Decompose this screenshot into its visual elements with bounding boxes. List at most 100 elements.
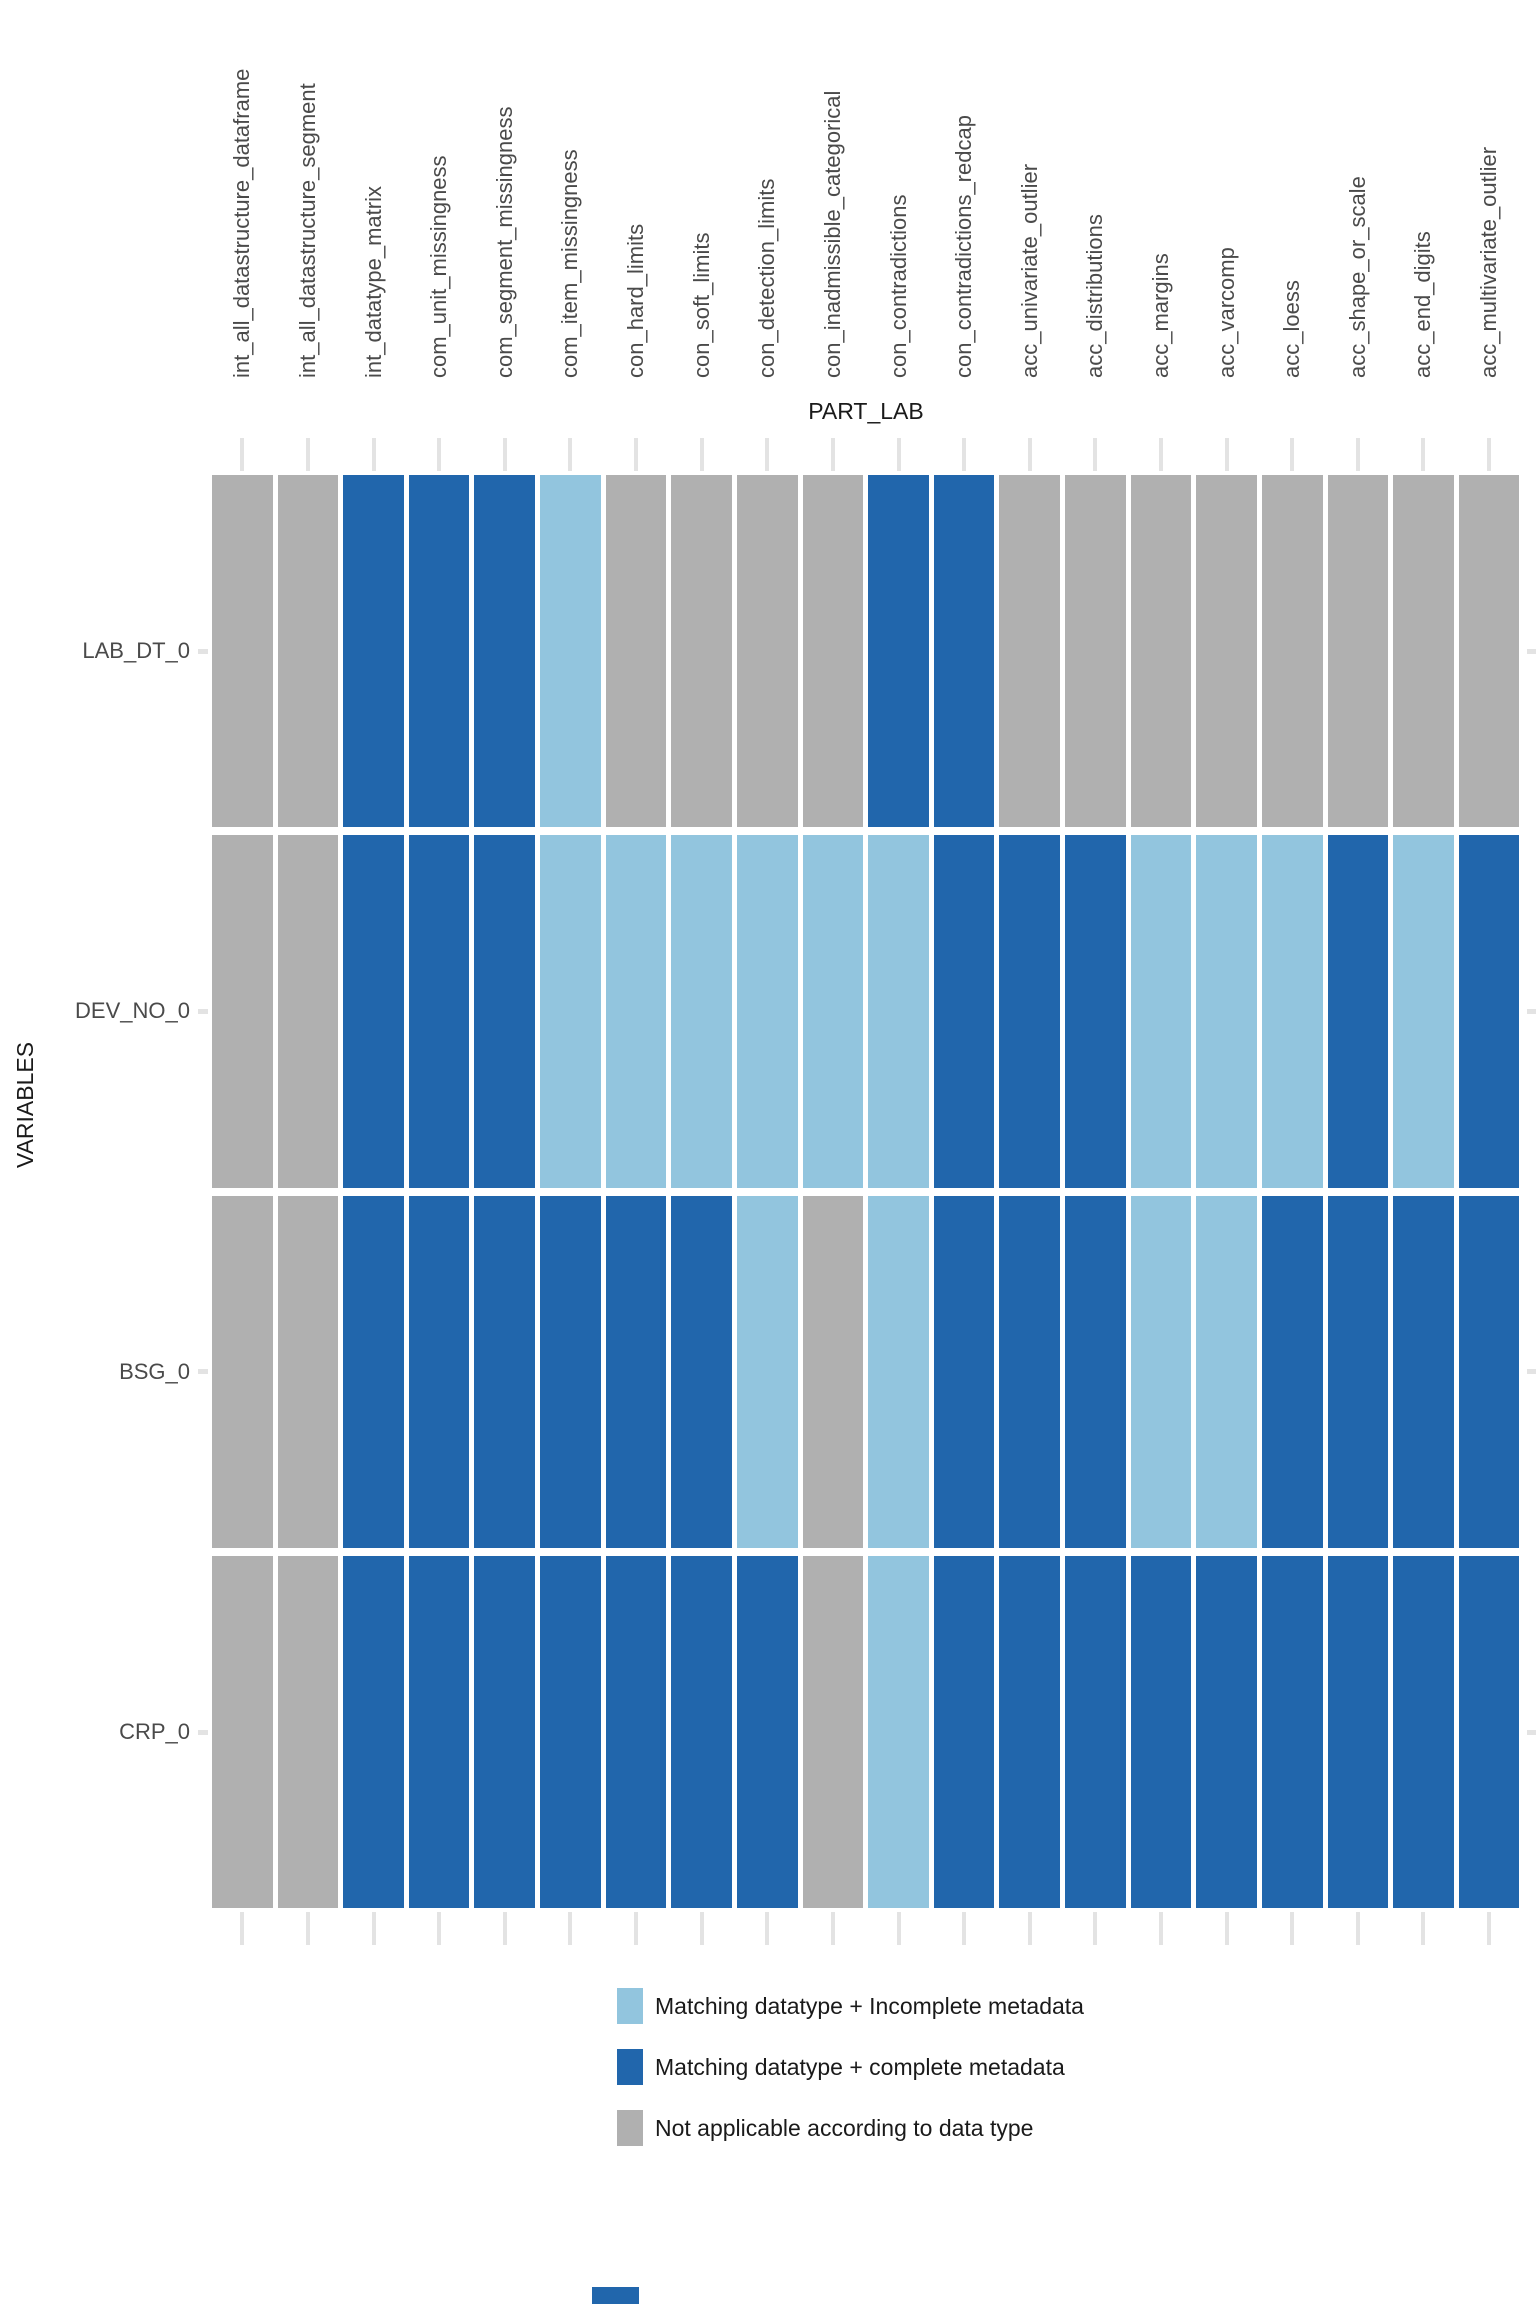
x-tick-bottom [371, 1912, 376, 1945]
heatmap-cell-BSG_0-acc_end_digits [1393, 1195, 1454, 1548]
y-axis-title: VARIABLES [12, 1041, 38, 1169]
heatmap-cell-BSG_0-con_hard_limits [605, 1195, 667, 1548]
y-tick-right [1527, 648, 1536, 654]
x-tick-bottom [896, 1912, 901, 1945]
x-tick-top [437, 438, 442, 471]
legend-label: Not applicable according to data type [655, 2115, 1034, 2141]
heatmap-cell-CRP_0-acc_multivariate_outlier [1458, 1555, 1520, 1909]
heatmap-cell-DEV_NO_0-acc_loess [1261, 835, 1323, 1188]
x-tick-bottom [1158, 1912, 1163, 1945]
heatmap-cell-BSG_0-acc_multivariate_outlier [1458, 1195, 1520, 1548]
x-tick-bottom [1224, 1912, 1229, 1945]
heatmap-cell-LAB_DT_0-acc_margins [1130, 475, 1192, 828]
col-label-acc_margins: acc_margins [1147, 253, 1173, 378]
col-label-acc_univariate_outlier: acc_univariate_outlier [1016, 163, 1042, 378]
heatmap-cell-DEV_NO_0-int_all_datastructure_segment [277, 835, 339, 1188]
x-tick-bottom [1027, 1912, 1032, 1945]
heatmap-cell-DEV_NO_0-con_contradictions_redcap [933, 835, 995, 1188]
heatmap-cell-LAB_DT_0-com_item_missingness [540, 475, 601, 828]
heatmap-cell-BSG_0-acc_loess [1261, 1195, 1323, 1548]
heatmap-cell-CRP_0-acc_distributions [1065, 1555, 1126, 1909]
heatmap-cell-BSG_0-acc_margins [1130, 1195, 1192, 1548]
x-tick-top [240, 438, 245, 471]
heatmap-cell-BSG_0-acc_distributions [1065, 1195, 1126, 1548]
heatmap-cell-DEV_NO_0-com_unit_missingness [408, 835, 470, 1188]
x-tick-top [1027, 438, 1032, 471]
y-tick-left [198, 1369, 208, 1375]
legend: Matching datatype + Incomplete metadata … [617, 1988, 1177, 2171]
heatmap-cell-BSG_0-int_all_datastructure_segment [277, 1195, 339, 1548]
row-label-BSG_0: BSG_0 [119, 1358, 190, 1384]
x-tick-top [1224, 438, 1229, 471]
row-label-LAB_DT_0: LAB_DT_0 [82, 638, 190, 664]
x-tick-bottom [1355, 1912, 1360, 1945]
x-tick-top [568, 438, 573, 471]
heatmap-cell-DEV_NO_0-con_soft_limits [671, 835, 732, 1188]
heatmap-cell-LAB_DT_0-con_soft_limits [671, 475, 732, 828]
col-label-int_all_datastructure_segment: int_all_datastructure_segment [294, 83, 320, 378]
heatmap-cell-BSG_0-acc_varcomp [1196, 1195, 1257, 1548]
col-label-acc_loess: acc_loess [1279, 280, 1305, 378]
col-label-com_unit_missingness: com_unit_missingness [426, 155, 452, 378]
x-tick-bottom [699, 1912, 704, 1945]
col-label-con_hard_limits: con_hard_limits [623, 223, 649, 378]
heatmap-cell-BSG_0-con_inadmissible_categorical [802, 1195, 864, 1548]
col-label-int_datatype_matrix: int_datatype_matrix [360, 186, 386, 378]
heatmap-cell-BSG_0-com_item_missingness [540, 1195, 601, 1548]
x-tick-bottom [1487, 1912, 1492, 1945]
heatmap-cell-CRP_0-int_all_datastructure_dataframe [212, 1555, 273, 1909]
cropped-next-element-box [592, 2287, 639, 2304]
y-tick-left [198, 1008, 208, 1014]
x-tick-top [1355, 438, 1360, 471]
heatmap-cell-BSG_0-int_all_datastructure_dataframe [212, 1195, 273, 1548]
col-label-acc_multivariate_outlier: acc_multivariate_outlier [1476, 146, 1502, 378]
x-tick-bottom [437, 1912, 442, 1945]
x-tick-top [765, 438, 770, 471]
row-label-CRP_0: CRP_0 [119, 1719, 190, 1745]
x-tick-bottom [240, 1912, 245, 1945]
legend-swatch-complete-metadata [617, 2049, 643, 2085]
heatmap-cell-CRP_0-con_inadmissible_categorical [802, 1555, 864, 1909]
heatmap-cell-DEV_NO_0-acc_margins [1130, 835, 1192, 1188]
legend-label: Matching datatype + complete metadata [655, 2054, 1065, 2080]
legend-swatch-not-applicable [617, 2110, 643, 2146]
heatmap-cell-CRP_0-acc_univariate_outlier [999, 1555, 1061, 1909]
col-label-acc_distributions: acc_distributions [1082, 214, 1108, 378]
heatmap-cell-DEV_NO_0-acc_distributions [1065, 835, 1126, 1188]
heatmap-cell-LAB_DT_0-com_segment_missingness [474, 475, 536, 828]
col-label-com_item_missingness: com_item_missingness [557, 149, 583, 378]
heatmap-cell-LAB_DT_0-acc_loess [1261, 475, 1323, 828]
x-tick-top [1421, 438, 1426, 471]
x-tick-bottom [962, 1912, 967, 1945]
heatmap-cell-BSG_0-acc_shape_or_scale [1327, 1195, 1389, 1548]
x-tick-top [896, 438, 901, 471]
heatmap-cell-CRP_0-int_all_datastructure_segment [277, 1555, 339, 1909]
heatmap-cell-DEV_NO_0-acc_multivariate_outlier [1458, 835, 1520, 1188]
heatmap-cell-BSG_0-con_contradictions_redcap [933, 1195, 995, 1548]
heatmap-cell-LAB_DT_0-con_contradictions_redcap [933, 475, 995, 828]
heatmap-cell-CRP_0-con_detection_limits [736, 1555, 798, 1909]
heatmap-cell-CRP_0-con_contradictions_redcap [933, 1555, 995, 1909]
heatmap-cell-DEV_NO_0-acc_end_digits [1393, 835, 1454, 1188]
heatmap-cell-LAB_DT_0-acc_distributions [1065, 475, 1126, 828]
x-tick-top [1290, 438, 1295, 471]
heatmap-cell-LAB_DT_0-int_datatype_matrix [343, 475, 404, 828]
heatmap-cell-LAB_DT_0-con_detection_limits [736, 475, 798, 828]
col-label-acc_shape_or_scale: acc_shape_or_scale [1344, 176, 1370, 378]
heatmap-cell-CRP_0-com_unit_missingness [408, 1555, 470, 1909]
legend-label: Matching datatype + Incomplete metadata [655, 1993, 1084, 2019]
heatmap-cell-BSG_0-con_detection_limits [736, 1195, 798, 1548]
heatmap-cell-BSG_0-con_contradictions [868, 1195, 929, 1548]
x-tick-top [502, 438, 507, 471]
y-tick-left [198, 648, 208, 654]
x-tick-bottom [568, 1912, 573, 1945]
heatmap-cell-CRP_0-acc_shape_or_scale [1327, 1555, 1389, 1909]
heatmap-cell-CRP_0-con_contradictions [868, 1555, 929, 1909]
heatmap-cell-LAB_DT_0-con_inadmissible_categorical [802, 475, 864, 828]
x-tick-top [371, 438, 376, 471]
x-tick-bottom [765, 1912, 770, 1945]
legend-item: Matching datatype + complete metadata [617, 2049, 1177, 2085]
x-tick-bottom [1421, 1912, 1426, 1945]
x-tick-top [1093, 438, 1098, 471]
